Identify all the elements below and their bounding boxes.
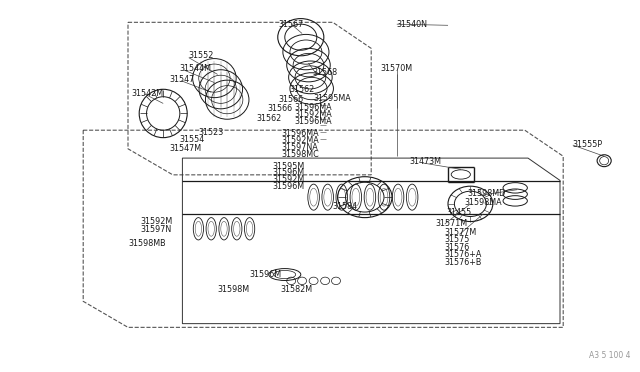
Text: 31567: 31567 (278, 20, 303, 29)
Text: 31595MA: 31595MA (314, 94, 351, 103)
Text: 31598MB: 31598MB (128, 239, 166, 248)
Text: 31584: 31584 (333, 202, 358, 211)
Text: 31540N: 31540N (397, 20, 428, 29)
Text: 31554: 31554 (179, 135, 204, 144)
Text: 31473M: 31473M (410, 157, 442, 166)
Text: 31592M: 31592M (272, 175, 304, 184)
Text: 31598MD: 31598MD (467, 189, 506, 198)
Text: 31523: 31523 (198, 128, 223, 137)
Text: 31455: 31455 (447, 208, 472, 217)
Text: 31562: 31562 (289, 85, 314, 94)
Text: 31562: 31562 (256, 114, 281, 123)
Text: 31596MA: 31596MA (294, 103, 332, 112)
Text: 31598MA: 31598MA (464, 198, 502, 207)
Text: 31566: 31566 (278, 95, 303, 104)
Text: 31575: 31575 (445, 235, 470, 244)
Text: 31547M: 31547M (170, 144, 202, 153)
Text: 31592M: 31592M (141, 217, 173, 226)
Text: 31552: 31552 (189, 51, 214, 60)
Text: 31597N: 31597N (141, 225, 172, 234)
Text: 31576+A: 31576+A (445, 250, 482, 259)
Text: 31547: 31547 (170, 76, 195, 84)
Text: 31598MC: 31598MC (282, 150, 319, 158)
Text: 31596M: 31596M (272, 169, 304, 177)
Text: 31596MA: 31596MA (282, 129, 319, 138)
Text: 31568: 31568 (312, 68, 337, 77)
Text: 31597NA: 31597NA (282, 143, 318, 152)
Text: 31596M: 31596M (272, 182, 304, 190)
Text: 31542M: 31542M (131, 89, 163, 97)
Text: 31598M: 31598M (218, 285, 250, 294)
Text: A3 5 100 4: A3 5 100 4 (589, 351, 630, 360)
Text: 31544M: 31544M (179, 64, 211, 73)
Text: 31592MA: 31592MA (282, 136, 319, 145)
Text: 31595M: 31595M (272, 162, 304, 171)
Text: 31596MA: 31596MA (294, 117, 332, 126)
Text: 31576+B: 31576+B (445, 258, 482, 267)
Text: 31576: 31576 (445, 243, 470, 252)
Text: 31577M: 31577M (445, 228, 477, 237)
Text: 31582M: 31582M (280, 285, 312, 294)
Text: 31555P: 31555P (573, 140, 603, 149)
Text: 31570M: 31570M (381, 64, 413, 73)
Text: 31592MA: 31592MA (294, 110, 332, 119)
Text: 31566: 31566 (268, 104, 292, 113)
Text: 31596M: 31596M (250, 270, 282, 279)
Text: 31571M: 31571M (435, 219, 467, 228)
